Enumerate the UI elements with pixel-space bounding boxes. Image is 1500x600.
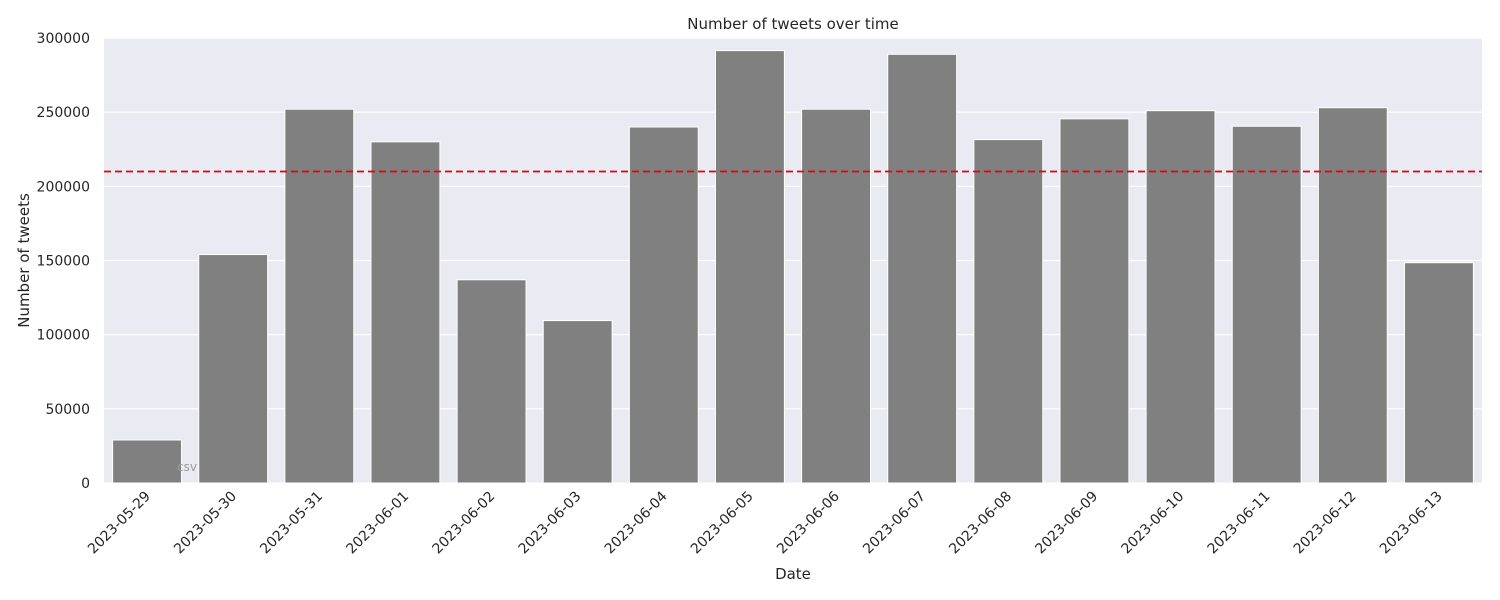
bar-2023-06-02 [456,279,527,484]
bar-2023-06-09 [1059,118,1130,484]
bar-2023-06-03 [542,320,613,484]
bar-2023-05-30 [198,254,269,484]
y-tick-label: 50000 [45,402,90,418]
bar-2023-06-13 [1403,262,1474,484]
y-tick-label: 200000 [37,179,90,195]
x-tick-label: 2023-06-10 [1119,489,1188,558]
bar-2023-05-29 [112,439,183,484]
x-tick-label: 2023-06-07 [860,489,929,558]
x-tick-label: 2023-05-29 [85,489,154,558]
bar-2023-05-31 [284,108,355,484]
x-tick-label: 2023-05-31 [257,489,326,558]
bar-2023-06-08 [973,139,1044,484]
bar-2023-06-05 [714,50,785,484]
y-tick-label: 250000 [37,105,90,121]
bar-2023-06-04 [628,126,699,484]
bar-2023-06-11 [1231,125,1302,484]
y-tick-labels: 0 50000 100000 150000 200000 250000 300000 [37,31,90,492]
x-tick-label: 2023-06-06 [774,488,843,557]
x-tick-label: 2023-06-13 [1377,489,1446,558]
y-tick-label: 100000 [37,328,90,344]
x-tick-label: 2023-06-03 [516,489,585,558]
x-tick-label: 2023-06-04 [602,488,671,557]
x-tick-label: 2023-06-09 [1032,489,1101,558]
watermark-text: csv [177,460,197,474]
x-tick-label: 2023-05-30 [171,489,240,558]
x-tick-label: 2023-06-05 [688,489,757,558]
x-tick-label: 2023-06-02 [430,489,499,558]
y-axis-title: Number of tweets [15,193,33,328]
x-axis-title: Date [775,565,811,583]
x-tick-label: 2023-06-12 [1291,489,1360,558]
x-tick-labels: 2023-05-29 2023-05-30 2023-05-31 2023-06-01… [85,488,1446,557]
x-tick-label: 2023-06-08 [946,489,1015,558]
y-tick-label: 300000 [37,31,90,47]
bar-2023-06-06 [801,108,872,484]
y-tick-label: 0 [81,476,90,492]
bar-2023-06-07 [887,53,958,484]
y-tick-label: 150000 [37,254,90,270]
bar-2023-06-12 [1317,107,1388,484]
chart-title: Number of tweets over time [687,15,898,33]
bar-2023-06-10 [1145,110,1216,484]
bar-2023-06-01 [370,141,441,484]
x-tick-label: 2023-06-11 [1205,489,1274,558]
x-tick-label: 2023-06-01 [343,489,412,558]
